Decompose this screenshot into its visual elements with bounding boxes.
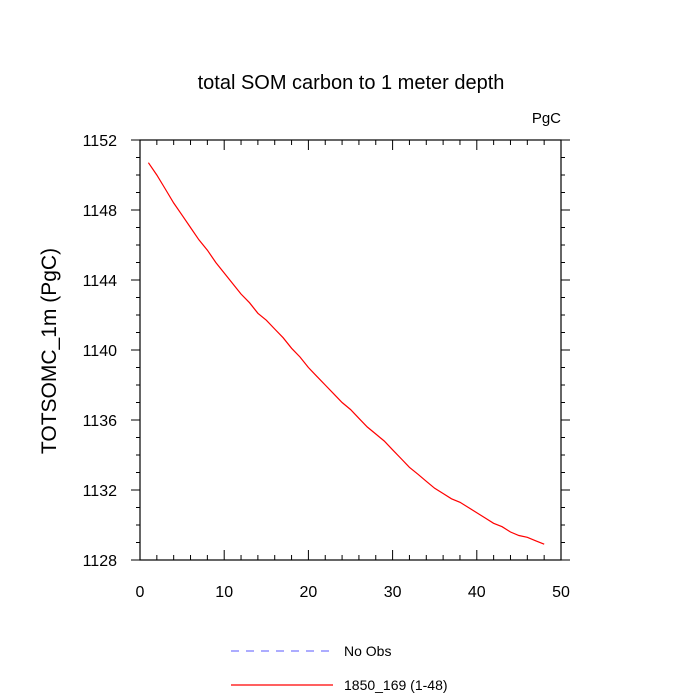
chart-title: total SOM carbon to 1 meter depth: [198, 72, 505, 94]
series-line-1: [147, 162, 545, 545]
y-axis-tick-labels: 1128 1132 1136 1140 1144 1148 1152: [83, 133, 118, 570]
y-tick-label: 1148: [83, 203, 118, 220]
x-tick-label: 20: [300, 584, 318, 601]
units-label: PgC: [532, 110, 561, 127]
plot-frame: [139, 139, 562, 561]
y-axis-label: TOTSOMC_1m (PgC): [38, 248, 61, 454]
series-layer: [147, 162, 545, 545]
x-tick-label: 0: [136, 584, 145, 601]
x-tick-label: 30: [384, 584, 402, 601]
y-tick-label: 1140: [83, 343, 118, 360]
legend: No Obs 1850_169 (1-48): [231, 643, 448, 693]
y-axis-ticks: [131, 139, 570, 561]
y-tick-label: 1136: [83, 413, 118, 430]
y-tick-label: 1128: [83, 553, 118, 570]
legend-label-no-obs: No Obs: [344, 643, 391, 659]
y-tick-label: 1152: [83, 133, 118, 150]
x-axis-ticks: [139, 140, 562, 560]
x-tick-label: 50: [552, 584, 570, 601]
y-tick-label: 1132: [83, 483, 118, 500]
x-axis-tick-labels: 0 10 20 30 40 50: [136, 584, 570, 601]
x-tick-label: 10: [215, 584, 233, 601]
legend-label-1850-169: 1850_169 (1-48): [344, 677, 448, 693]
y-tick-label: 1144: [83, 273, 118, 290]
x-tick-label: 40: [468, 584, 486, 601]
